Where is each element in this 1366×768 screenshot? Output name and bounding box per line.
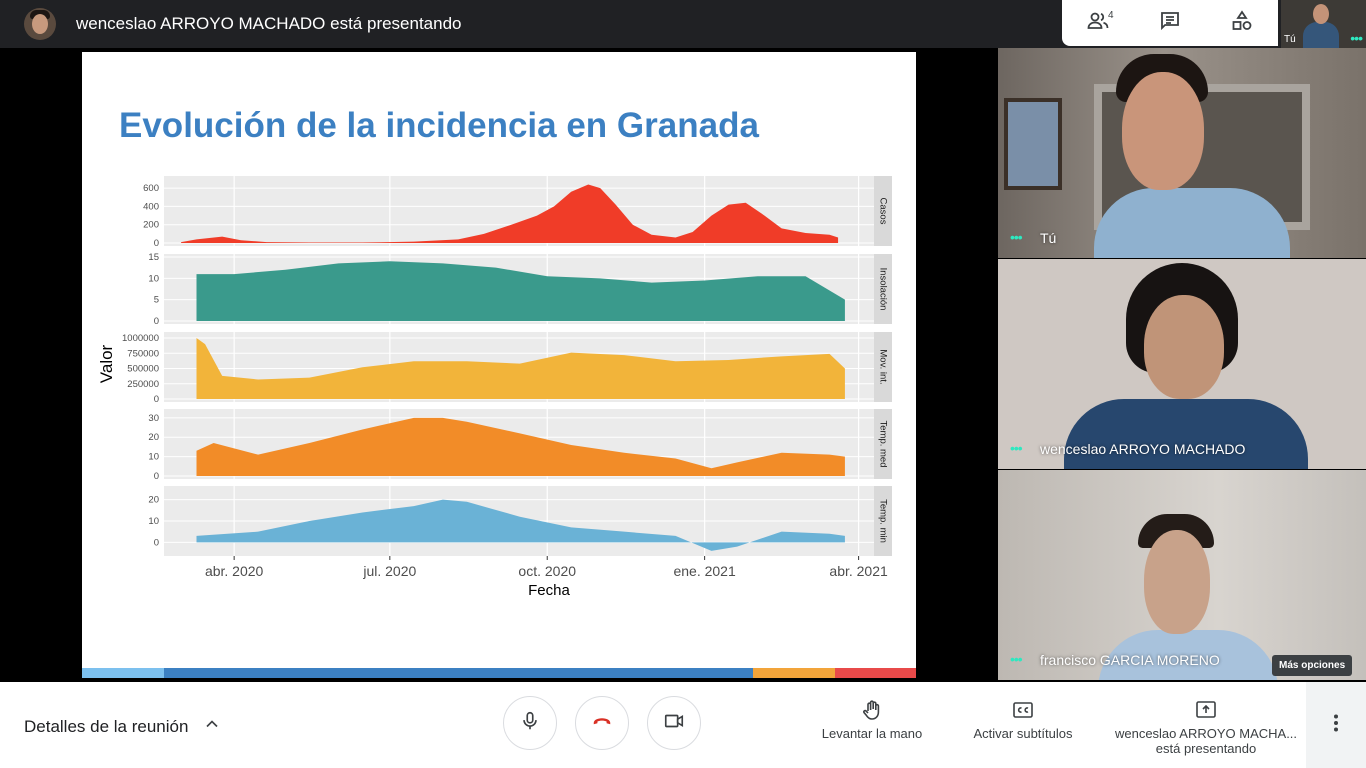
- captions-button[interactable]: Activar subtítulos: [964, 698, 1082, 741]
- facet-strip: [874, 176, 892, 246]
- y-axis-label: Valor: [97, 344, 116, 383]
- x-tick-label: ene. 2021: [673, 563, 735, 579]
- y-tick-label: 10: [148, 273, 159, 284]
- participants-count: 4: [1108, 10, 1114, 21]
- y-tick-label: 250000: [127, 379, 159, 390]
- series-area-mov-int-: [196, 338, 845, 399]
- top-actions: 4: [1062, 0, 1278, 46]
- facet-strip: [874, 409, 892, 479]
- facet-strip: [874, 254, 892, 324]
- microphone-button[interactable]: [503, 696, 557, 750]
- y-tick-label: 20: [148, 432, 159, 443]
- series-area-temp-med: [196, 417, 845, 476]
- camera-icon: [663, 710, 685, 737]
- captions-label: Activar subtítulos: [973, 726, 1073, 741]
- chat-icon: [1158, 9, 1182, 38]
- presenter-avatar: [24, 8, 56, 40]
- participant-tile-francisco[interactable]: ••• francisco GARCIA MORENO: [998, 470, 1366, 680]
- presenting-status-line1: wenceslao ARROYO MACHA...: [1114, 726, 1298, 741]
- facet-label: Temp. med: [877, 421, 888, 468]
- meeting-details-button[interactable]: Detalles de la reunión: [24, 714, 222, 739]
- series-area-temp-min: [196, 499, 845, 551]
- y-tick-label: 15: [148, 252, 159, 263]
- hand-icon: [818, 698, 926, 722]
- chat-button[interactable]: [1134, 0, 1206, 46]
- y-tick-label: 20: [148, 495, 159, 506]
- presentation-slide: Evolución de la incidencia en Granada 60…: [82, 52, 916, 678]
- more-vert-icon: [1324, 711, 1348, 740]
- present-screen-icon: [1106, 698, 1306, 722]
- audio-dots-icon: •••: [1350, 30, 1363, 46]
- facet-strip: [874, 332, 892, 402]
- y-tick-label: 0: [154, 394, 159, 405]
- facet-label: Casos: [877, 198, 888, 225]
- y-tick-label: 0: [154, 537, 159, 548]
- tile-label-francisco: francisco GARCIA MORENO: [1040, 652, 1220, 668]
- microphone-icon: [519, 710, 541, 737]
- slide-accent-bar: [164, 668, 753, 678]
- facet-label: Mov. int.: [877, 349, 888, 384]
- y-tick-label: 30: [148, 413, 159, 424]
- y-tick-label: 1000000: [122, 333, 159, 344]
- slide-accent-bar: [835, 668, 916, 678]
- people-icon: [1086, 9, 1110, 38]
- participants-button[interactable]: 4: [1062, 0, 1134, 46]
- bottom-bar: Detalles de la reunión Levantar la mano …: [0, 682, 1366, 768]
- more-options-tooltip: Más opciones: [1272, 655, 1353, 676]
- closed-captions-icon: [964, 698, 1082, 722]
- self-view-thumbnail[interactable]: Tú •••: [1281, 0, 1366, 48]
- series-area-insolaci-n: [196, 261, 845, 321]
- slide-title: Evolución de la incidencia en Granada: [119, 106, 759, 145]
- audio-dots-icon: •••: [1010, 440, 1023, 456]
- camera-button[interactable]: [647, 696, 701, 750]
- presenting-status-button[interactable]: wenceslao ARROYO MACHA... está presentan…: [1106, 698, 1306, 756]
- presenting-title: wenceslao ARROYO MACHADO está presentand…: [76, 14, 462, 33]
- more-options-button[interactable]: [1306, 682, 1366, 768]
- hang-up-icon: [591, 710, 613, 737]
- shapes-icon: [1230, 9, 1254, 38]
- chevron-up-icon: [198, 714, 222, 739]
- x-tick-label: jul. 2020: [362, 563, 416, 579]
- audio-dots-icon: •••: [1010, 651, 1023, 667]
- x-tick-label: abr. 2021: [829, 563, 888, 579]
- y-tick-label: 400: [143, 201, 159, 212]
- y-tick-label: 0: [154, 238, 159, 249]
- meeting-details-label: Detalles de la reunión: [24, 716, 189, 736]
- facet-label: Insolación: [877, 268, 888, 311]
- end-call-button[interactable]: [575, 696, 629, 750]
- audio-dots-icon: •••: [1010, 229, 1023, 245]
- participant-tile-self[interactable]: ••• Tú: [998, 48, 1366, 258]
- facet-label: Temp. min: [877, 499, 888, 543]
- y-tick-label: 10: [148, 452, 159, 463]
- y-tick-label: 0: [154, 471, 159, 482]
- x-tick-label: abr. 2020: [205, 563, 264, 579]
- tile-label-wenceslao: wenceslao ARROYO MACHADO: [1040, 441, 1246, 457]
- y-tick-label: 10: [148, 516, 159, 527]
- incidence-chart: 6004002000Casos151050Insolación100000075…: [97, 176, 892, 599]
- y-tick-label: 200: [143, 220, 159, 231]
- presenting-status-line2: está presentando: [1155, 741, 1257, 756]
- self-label: Tú: [1284, 34, 1296, 45]
- facet-strip: [874, 486, 892, 556]
- x-axis-label: Fecha: [528, 582, 570, 599]
- y-tick-label: 750000: [127, 348, 159, 359]
- slide-accent-bar: [753, 668, 835, 678]
- x-tick-label: oct. 2020: [518, 563, 576, 579]
- raise-hand-label: Levantar la mano: [821, 726, 923, 741]
- participant-tile-wenceslao[interactable]: ••• wenceslao ARROYO MACHADO: [998, 259, 1366, 469]
- y-tick-label: 5: [154, 295, 159, 306]
- y-tick-label: 0: [154, 316, 159, 327]
- raise-hand-button[interactable]: Levantar la mano: [818, 698, 926, 741]
- activities-button[interactable]: [1206, 0, 1278, 46]
- tile-label-self: Tú: [1040, 230, 1057, 246]
- y-tick-label: 500000: [127, 364, 159, 375]
- series-area-casos: [181, 184, 839, 243]
- y-tick-label: 600: [143, 183, 159, 194]
- slide-accent-bar: [82, 668, 164, 678]
